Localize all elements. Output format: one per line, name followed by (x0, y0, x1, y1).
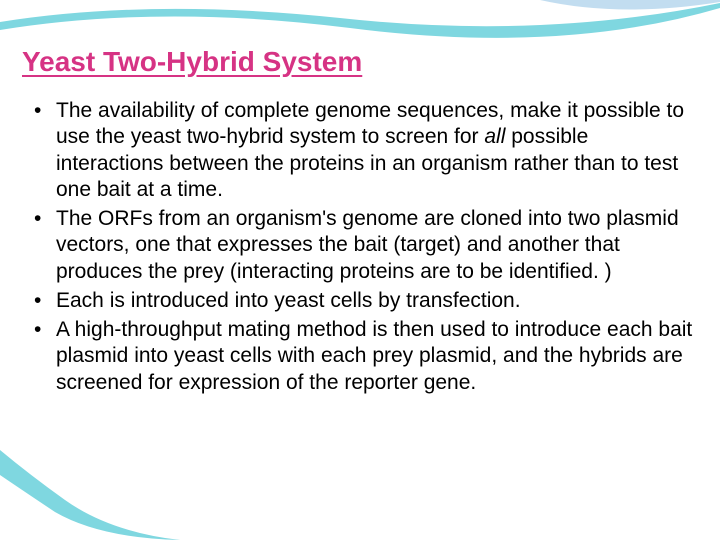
bullet-list: The availability of complete genome sequ… (22, 98, 700, 396)
slide-title: Yeast Two-Hybrid System (22, 46, 700, 78)
bottom-left-wave-decor (0, 420, 180, 540)
bullet-text-pre: A high-throughput mating method is then … (56, 318, 692, 394)
bullet-text-italic: all (484, 125, 505, 148)
slide-content: Yeast Two-Hybrid System The availability… (22, 46, 700, 399)
bullet-item: Each is introduced into yeast cells by t… (32, 288, 700, 314)
bullet-item: The ORFs from an organism's genome are c… (32, 206, 700, 285)
bullet-item: The availability of complete genome sequ… (32, 98, 700, 203)
bullet-text-pre: The ORFs from an organism's genome are c… (56, 207, 679, 283)
bullet-item: A high-throughput mating method is then … (32, 317, 700, 396)
bullet-text-pre: Each is introduced into yeast cells by t… (56, 289, 521, 312)
bullet-text-pre: The availability of complete genome sequ… (56, 99, 684, 148)
